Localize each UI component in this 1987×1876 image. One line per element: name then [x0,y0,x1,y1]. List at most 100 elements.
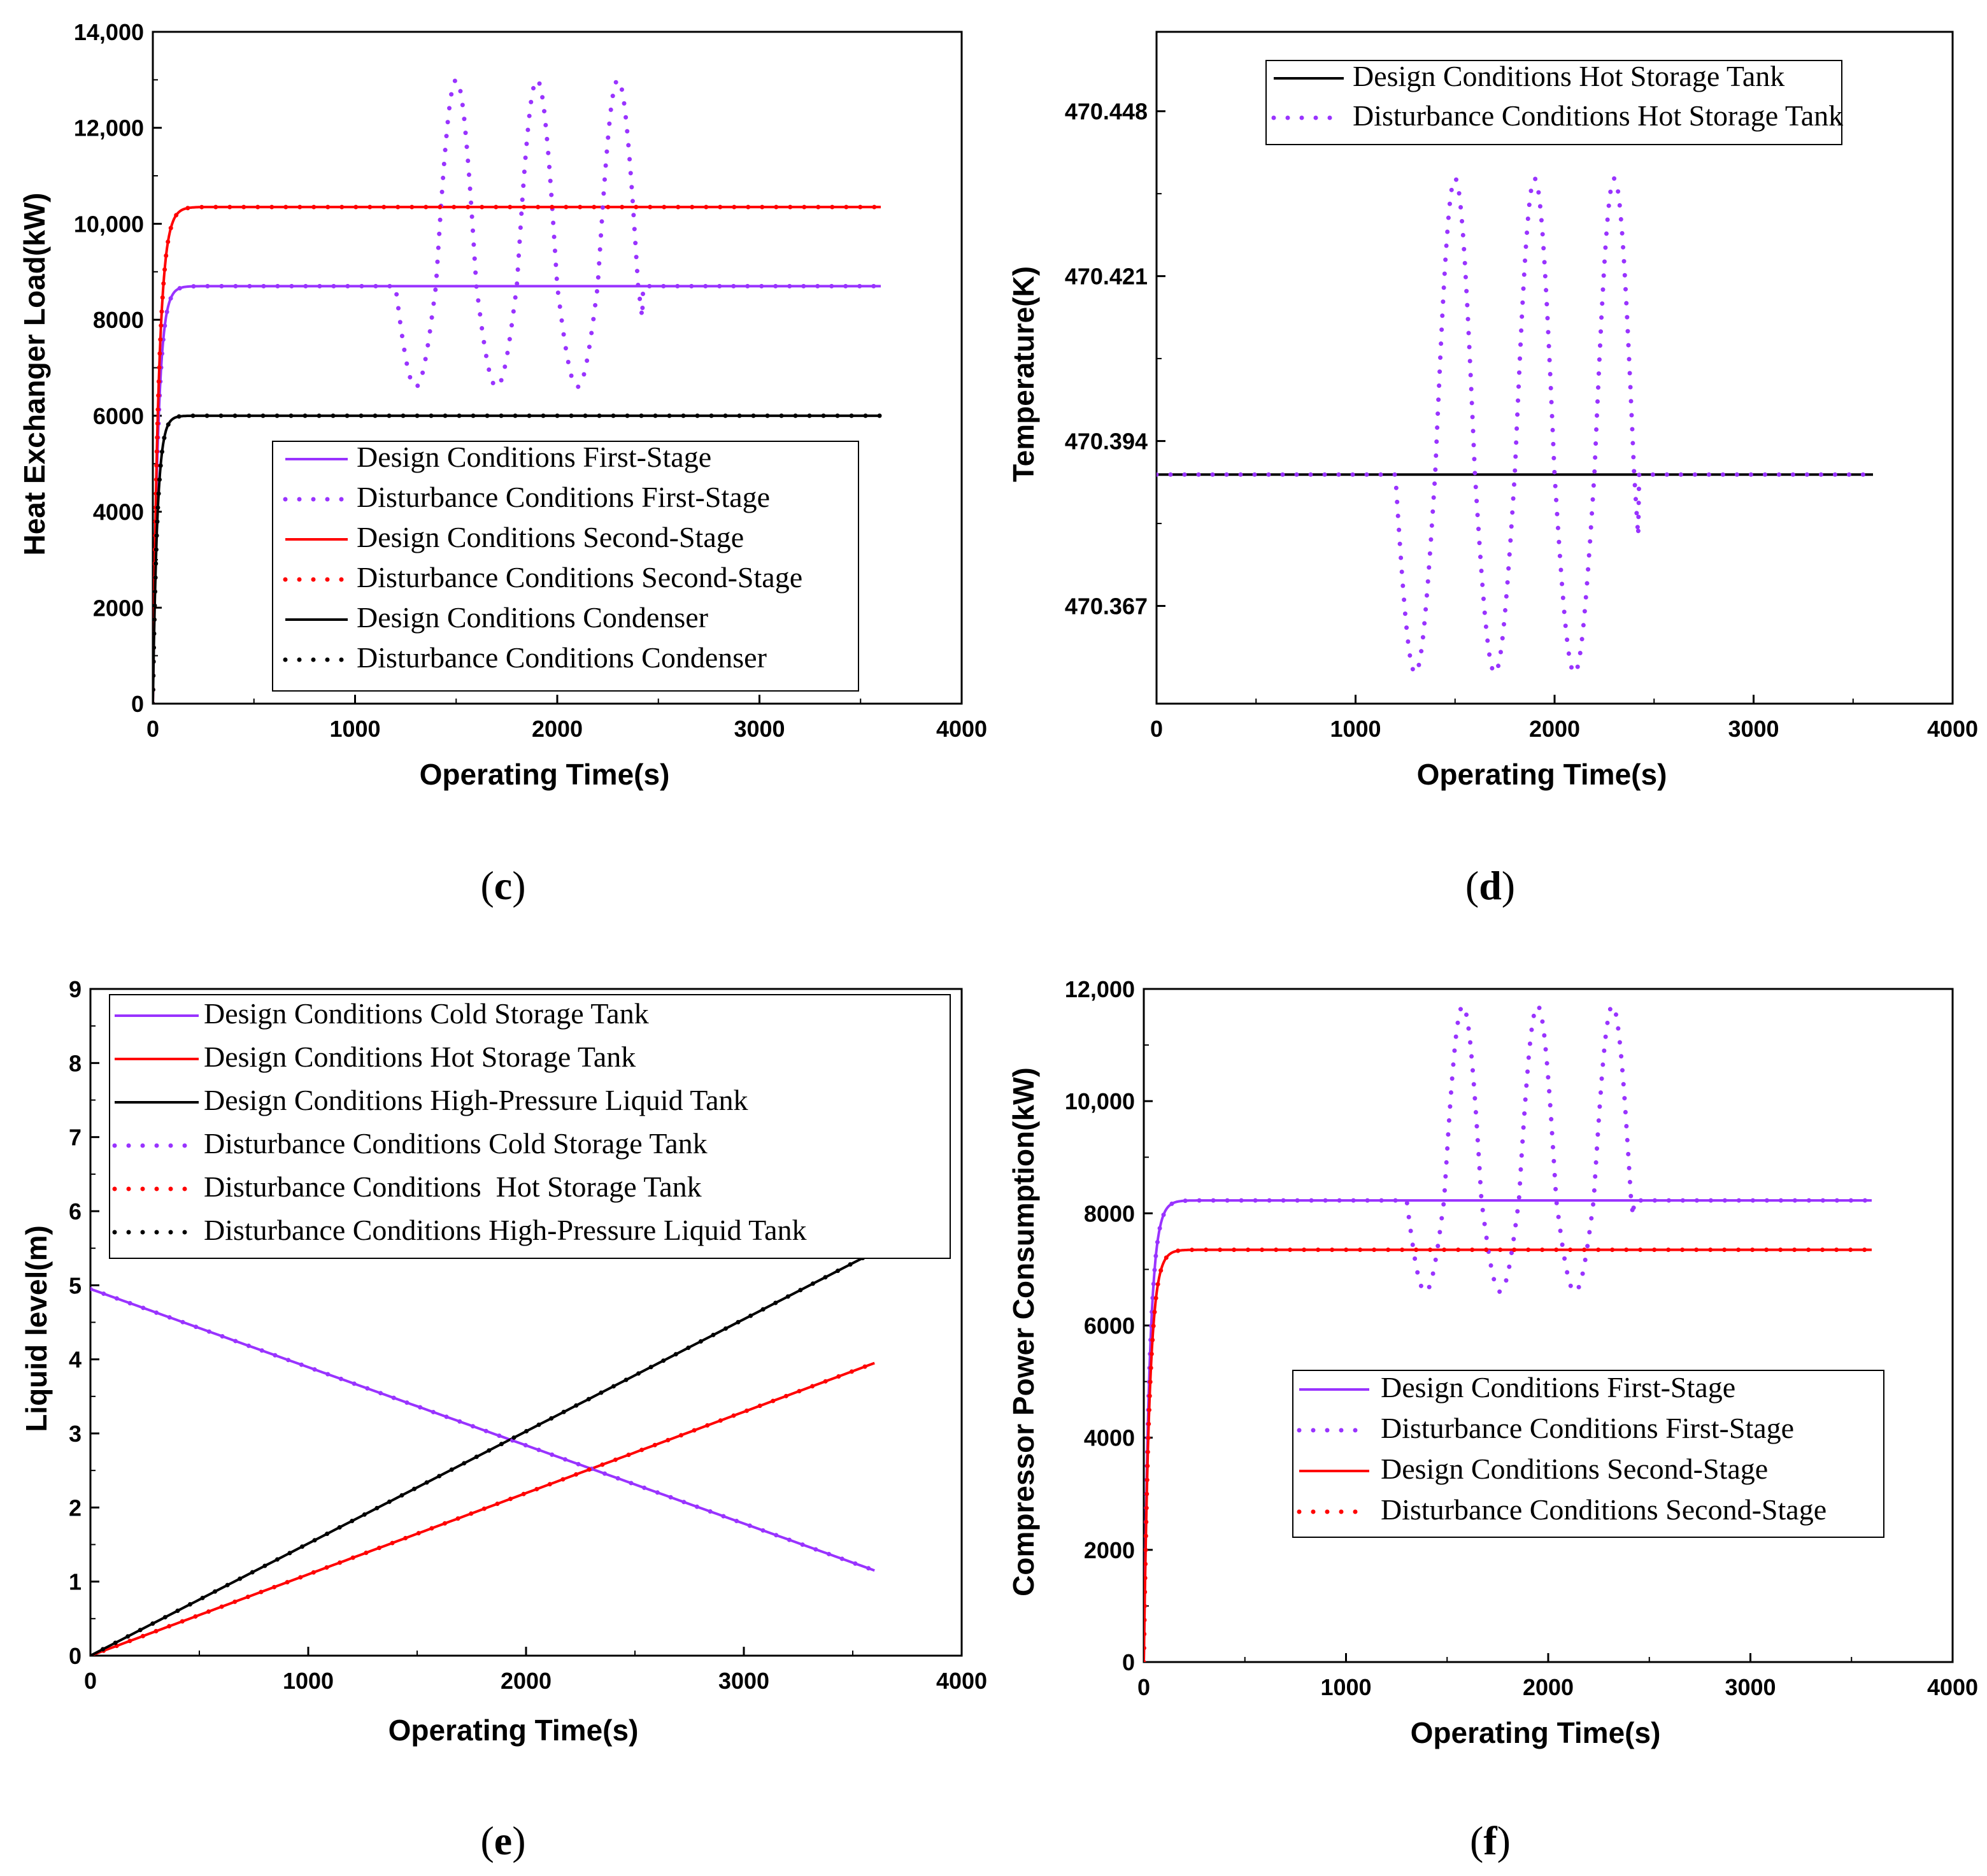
x-tick-label-c: 1000 [329,716,380,742]
series-group-e [90,1249,877,1656]
y-tick-label-c: 2000 [93,595,144,621]
x-tick-label-f: 3000 [1725,1674,1776,1700]
x-tick-label-d: 2000 [1529,716,1580,742]
series-line-f-3 [1144,1247,1874,1662]
series-group-f [1144,1004,1874,1662]
y-tick-label-e: 3 [69,1421,82,1447]
series-line-e-3 [90,1286,877,1573]
legend-label-f-0: Design Conditions First-Stage [1381,1371,1735,1403]
legend-label-f-2: Design Conditions Second-Stage [1381,1453,1768,1485]
y-tick-label-c: 4000 [93,499,144,525]
legend-label-e-2: Design Conditions High-Pressure Liquid T… [204,1084,748,1116]
x-tick-label-d: 3000 [1728,716,1779,742]
x-axis-title-e: Operating Time(s) [388,1714,639,1747]
panel-label-e: (e) [480,1818,525,1863]
x-tick-label-e: 2000 [501,1668,552,1694]
legend-label-c-0: Design Conditions First-Stage [357,441,711,473]
y-tick-label-e: 1 [69,1569,82,1595]
legend-label-d-0: Design Conditions Hot Storage Tank [1353,60,1784,92]
y-tick-label-d: 470.367 [1065,593,1148,620]
x-tick-label-f: 1000 [1320,1674,1371,1700]
x-tick-label-e: 3000 [718,1668,769,1694]
y-axis-title-e: Liquid level(m) [20,1225,53,1432]
legend-label-d-1: Disturbance Conditions Hot Storage Tank [1353,99,1843,132]
y-tick-label-e: 7 [69,1125,82,1151]
panel-d: (d) 0 1000 2000 3000 4000 470.367 470.394 470.4… [1007,31,1978,908]
legend-box-d [1265,60,1842,145]
y-tick-label-f: 4000 [1084,1425,1135,1451]
x-tick-label-d: 1000 [1330,716,1381,742]
y-tick-label-d: 470.421 [1065,264,1148,290]
legend-label-e-0: Design Conditions Cold Storage Tank [204,997,649,1030]
panel-e: (e) 0 1000 2000 3000 4000 0 1 2 3 4 5 6 7 8 9 Operating… [20,976,987,1863]
y-tick-label-d: 470.448 [1065,99,1148,125]
x-tick-label-c: 2000 [532,716,583,742]
x-tick-label-c: 4000 [936,716,987,742]
legend-label-e-5: Disturbance Conditions High-Pressure Liq… [204,1214,806,1246]
y-tick-label-c: 12,000 [74,115,144,141]
legend-label-c-5: Disturbance Conditions Condenser [357,641,767,674]
y-axis-title-d: Temperature(K) [1007,266,1040,482]
series-line-e-2 [90,1251,876,1656]
y-tick-label-c: 0 [131,691,144,717]
series-line-c-1 [153,77,883,704]
x-tick-label-d: 4000 [1927,716,1978,742]
series-line-f-0 [1144,1199,1872,1662]
x-tick-label-e: 4000 [936,1668,987,1694]
y-tick-label-f: 0 [1122,1649,1135,1675]
x-tick-label-f: 2000 [1523,1674,1574,1700]
y-tick-label-e: 0 [69,1643,82,1669]
y-tick-label-c: 8000 [93,307,144,333]
legend-box-f [1292,1370,1884,1538]
y-tick-label-f: 12,000 [1065,976,1135,1002]
y-tick-label-c: 14,000 [74,19,144,45]
series-group-c [153,77,883,704]
x-tick-label-e: 0 [84,1668,97,1694]
y-tick-label-f: 8000 [1084,1200,1135,1226]
y-tick-label-f: 10,000 [1065,1088,1135,1114]
legend-label-c-2: Design Conditions Second-Stage [357,521,744,553]
legend-label-c-3: Disturbance Conditions Second-Stage [357,561,802,593]
x-axis-title-c: Operating Time(s) [420,758,670,791]
panel-label-d: (d) [1465,863,1515,908]
x-tick-label-f: 4000 [1927,1674,1978,1700]
x-tick-label-d: 0 [1150,716,1163,742]
y-tick-label-c: 10,000 [74,211,144,237]
x-tick-label-c: 3000 [734,716,785,742]
y-tick-label-e: 5 [69,1272,82,1298]
y-tick-label-e: 2 [69,1495,82,1521]
x-tick-label-f: 0 [1137,1674,1150,1700]
panel-label-c: (c) [480,863,525,908]
legend-label-e-4: Disturbance Conditions Hot Storage Tank [204,1170,702,1203]
y-axis-title-c: Heat Exchanger Load(kW) [18,193,51,556]
legend-label-f-3: Disturbance Conditions Second-Stage [1381,1493,1827,1526]
legend-label-f-1: Disturbance Conditions First-Stage [1381,1412,1794,1444]
x-axis-title-d: Operating Time(s) [1417,758,1667,791]
legend-box-c [272,441,859,692]
series-line-c-5 [153,413,883,704]
y-tick-label-e: 9 [69,976,82,1002]
x-tick-label-c: 0 [146,716,159,742]
series-group-d [1157,176,1876,676]
series-line-c-2 [153,206,881,704]
y-tick-label-e: 6 [69,1198,82,1225]
legend-label-c-1: Disturbance Conditions First-Stage [357,481,770,513]
panel-c: (c) 0 1000 2000 3000 4000 0 2000 4000 6000 8000 10… [18,19,987,908]
y-axis-title-f: Compressor Power Consumption(kW) [1007,1067,1040,1596]
panel-label-f: (f) [1470,1818,1511,1863]
y-tick-label-f: 2000 [1084,1537,1135,1563]
legend-label-e-3: Disturbance Conditions Cold Storage Tank [204,1127,708,1160]
y-tick-label-e: 8 [69,1050,82,1076]
y-tick-label-d: 470.394 [1065,429,1148,455]
y-tick-label-e: 4 [69,1347,82,1373]
panel-f: (f) 0 1000 2000 3000 4000 0 2000 4000 6000 8000 10… [1007,976,1978,1863]
y-tick-label-f: 6000 [1084,1313,1135,1339]
legend-label-c-4: Design Conditions Condenser [357,601,708,634]
y-tick-label-c: 6000 [93,403,144,429]
x-tick-label-e: 1000 [283,1668,334,1694]
series-line-e-4 [90,1361,877,1656]
legend-label-e-1: Design Conditions Hot Storage Tank [204,1041,636,1073]
x-axis-title-f: Operating Time(s) [1411,1716,1661,1749]
